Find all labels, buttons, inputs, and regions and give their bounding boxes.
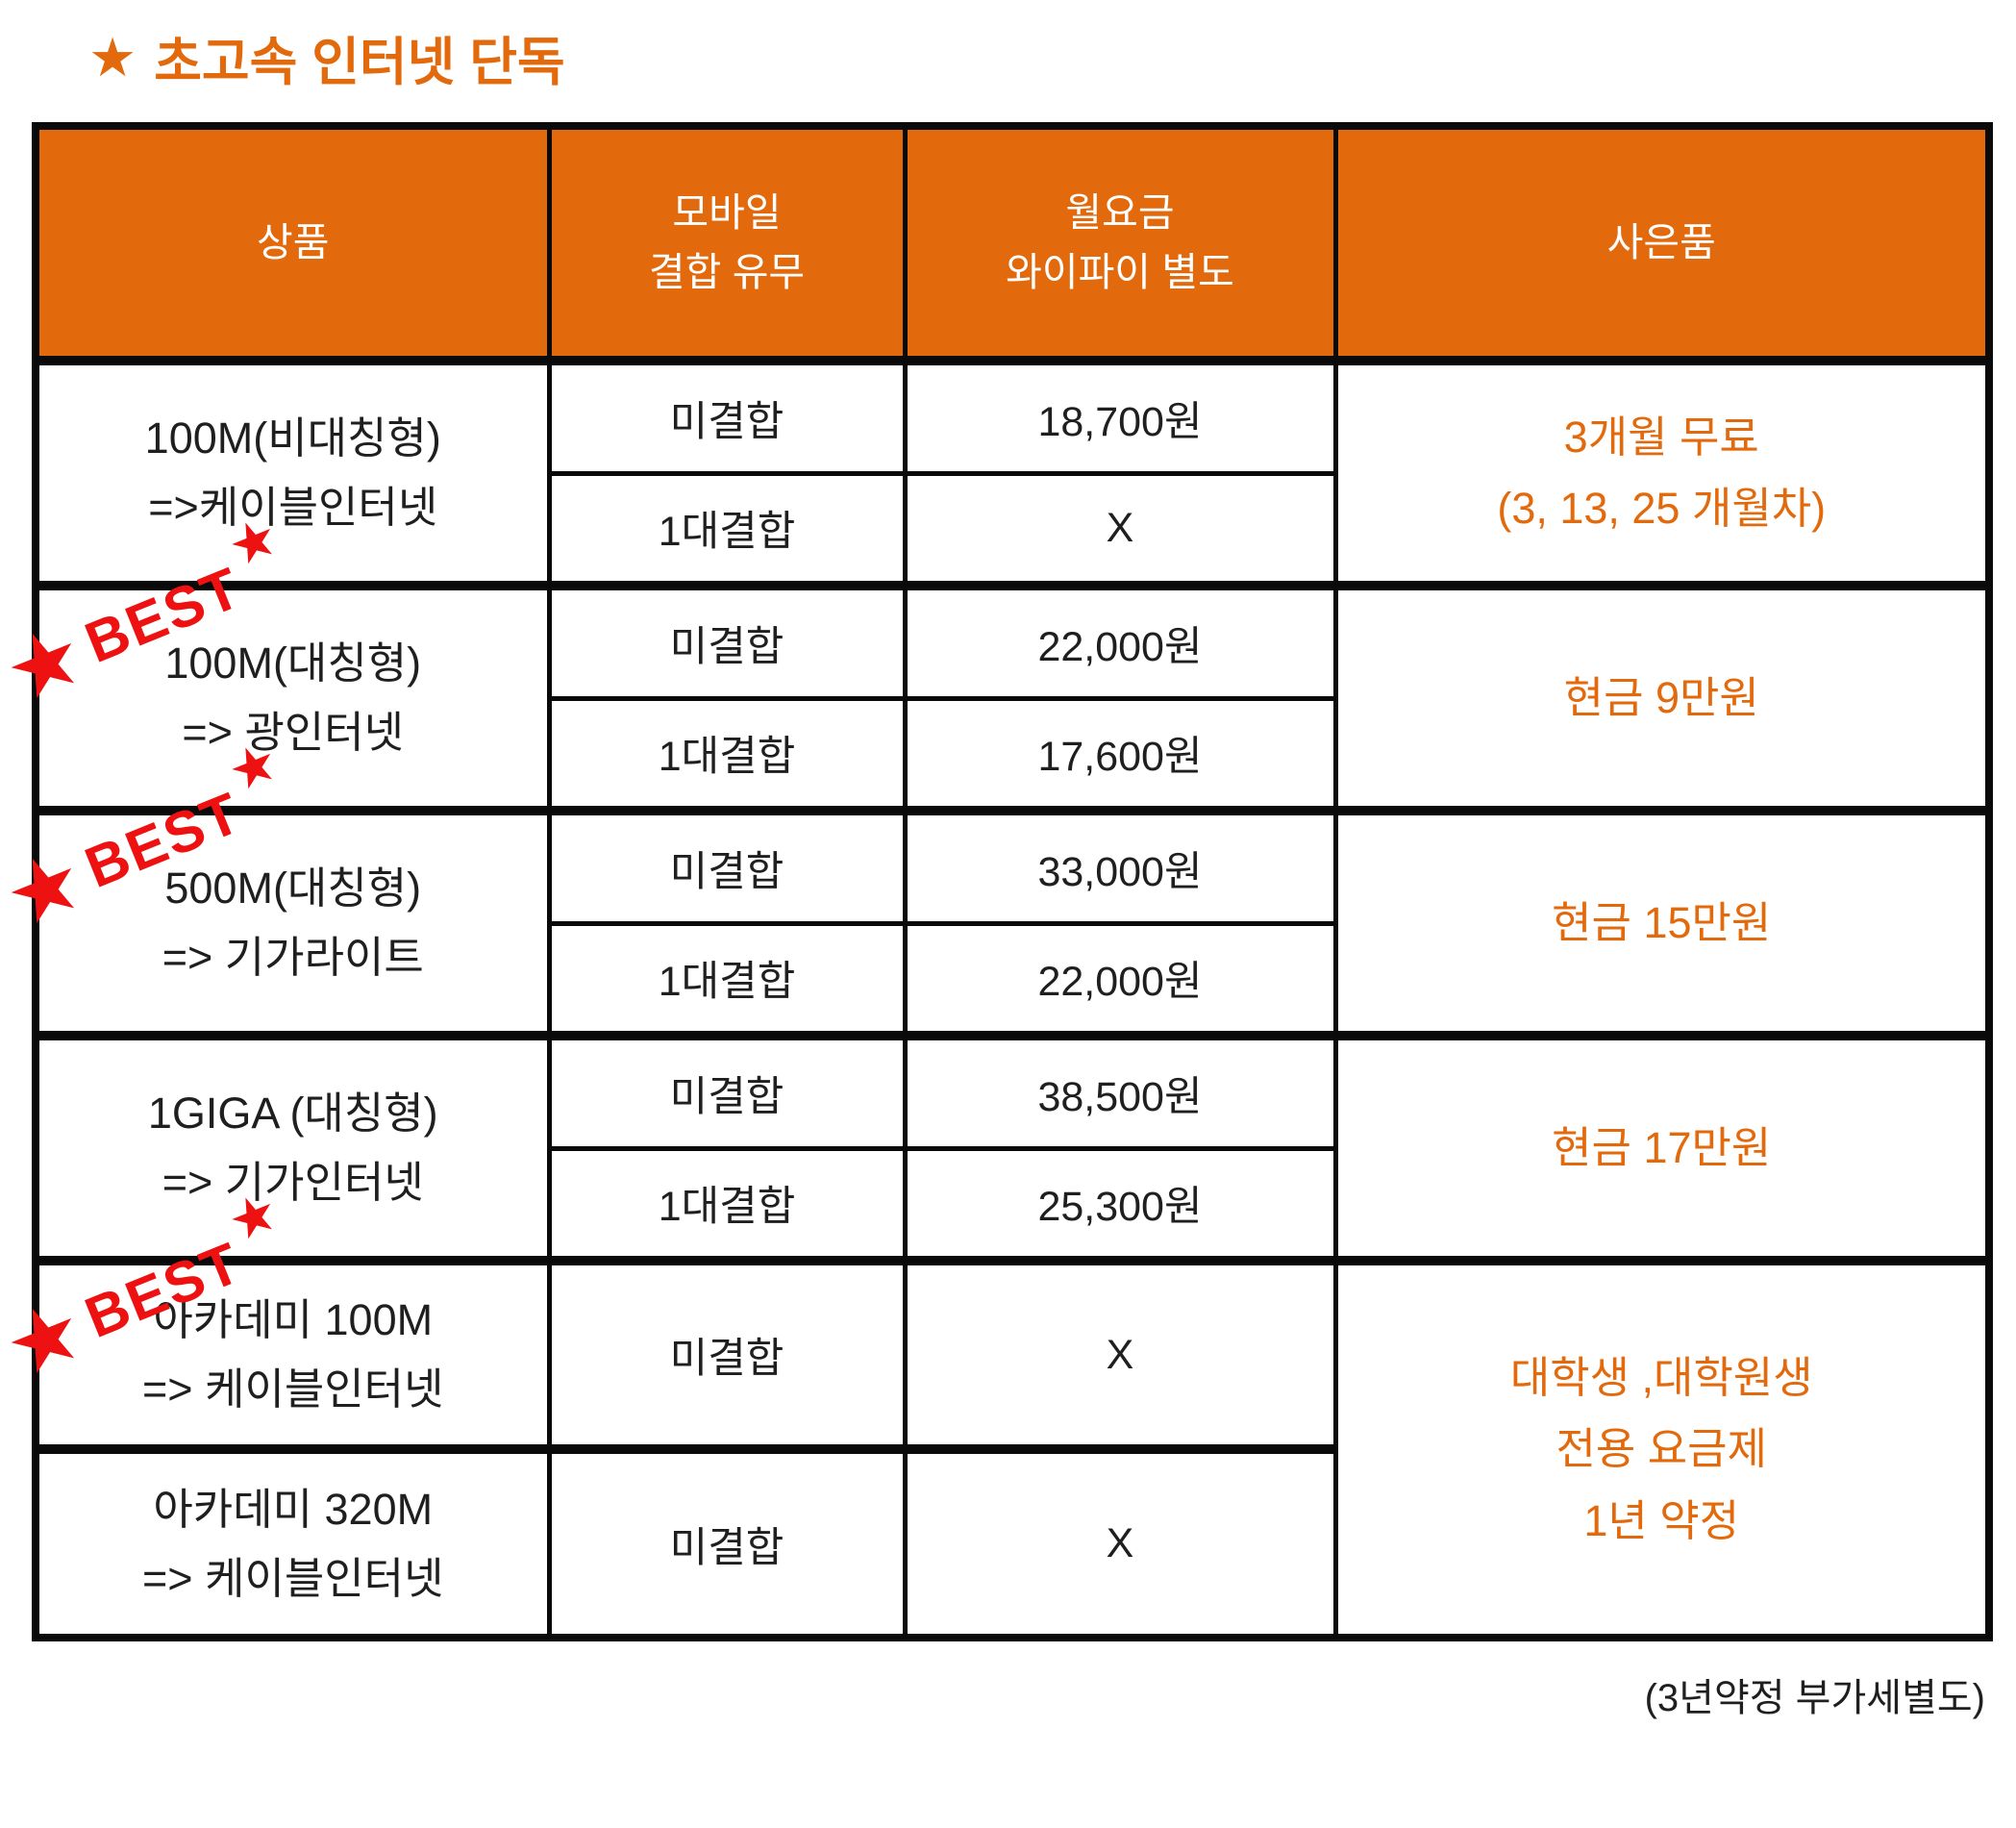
- table-row: 1대결합 25,300원: [36, 1145, 1989, 1264]
- mobile-bundle-cell: 미결합: [546, 1256, 908, 1452]
- product-cell: 100M(대칭형) => 광인터넷: [33, 581, 552, 814]
- table-row: 1대결합 X: [36, 470, 1989, 588]
- star-icon: ★: [88, 26, 137, 88]
- pricing-table-body: 100M(비대칭형) =>케이블인터넷 미결합 18,700원 3개월 무료 (3, …: [33, 358, 1992, 1640]
- mobile-bundle-cell: 미결합: [546, 1444, 908, 1640]
- monthly-fee-cell: 38,500원: [902, 1031, 1338, 1151]
- header-product: 상품: [33, 123, 552, 365]
- mobile-bundle-cell: 1대결합: [546, 470, 908, 588]
- footnote: (3년약정 부가세별도): [1644, 1677, 1985, 1719]
- monthly-fee-cell: 22,000원: [902, 581, 1338, 701]
- header-mobile-bundle: 모바일 결합 유무: [546, 123, 908, 365]
- mobile-bundle-cell: 미결합: [546, 806, 908, 926]
- page-title: ★ 초고속 인터넷 단독: [88, 19, 2016, 95]
- gift-cell: 현금 9만원: [1332, 581, 1992, 814]
- mobile-bundle-cell: 1대결합: [546, 920, 908, 1039]
- header-row: 상품 모바일 결합 유무 월요금 와이파이 별도 사은품: [33, 123, 1992, 365]
- product-cell: 100M(비대칭형) =>케이블인터넷: [33, 358, 552, 588]
- gift-cell: 현금 15만원: [1332, 806, 1992, 1039]
- product-cell: 1GIGA (대칭형) => 기가인터넷: [33, 1031, 552, 1264]
- table-row: 1대결합 22,000원: [36, 920, 1989, 1039]
- monthly-fee-cell: 25,300원: [902, 1145, 1338, 1264]
- monthly-fee-cell: X: [902, 470, 1338, 588]
- mobile-bundle-cell: 1대결합: [546, 695, 908, 814]
- product-cell: 아카데미 100M => 케이블인터넷: [33, 1256, 552, 1452]
- mobile-bundle-cell: 미결합: [546, 581, 908, 701]
- monthly-fee-cell: X: [902, 1444, 1338, 1640]
- mobile-bundle-cell: 미결합: [546, 358, 908, 476]
- header-monthly-fee: 월요금 와이파이 별도: [902, 123, 1338, 365]
- monthly-fee-cell: 22,000원: [902, 920, 1338, 1039]
- mobile-bundle-cell: 1대결합: [546, 1145, 908, 1264]
- pricing-table: 상품 모바일 결합 유무 월요금 와이파이 별도 사은품 100M(비대칭형) …: [32, 122, 1993, 1641]
- table-row: 아카데미 320M => 케이블인터넷 미결합 X: [33, 1444, 1989, 1640]
- table-row: 100M(대칭형) => 광인터넷 미결합 22,000원 현금 9만원: [33, 581, 1992, 814]
- product-cell: 500M(대칭형) => 기가라이트: [33, 806, 552, 1039]
- gift-cell: 대학생 ,대학원생 전용 요금제 1년 약정: [1332, 1256, 1992, 1640]
- monthly-fee-cell: 17,600원: [902, 695, 1338, 814]
- gift-cell: 현금 17만원: [1332, 1031, 1992, 1264]
- mobile-bundle-cell: 미결합: [546, 1031, 908, 1151]
- product-cell: 아카데미 320M => 케이블인터넷: [33, 1444, 552, 1640]
- pricing-table-wrapper: 상품 모바일 결합 유무 월요금 와이파이 별도 사은품 100M(비대칭형) …: [0, 122, 1993, 1641]
- table-row: 1대결합 17,600원: [36, 695, 1989, 814]
- header-gift: 사은품: [1332, 123, 1992, 365]
- table-row: 100M(비대칭형) =>케이블인터넷 미결합 18,700원 3개월 무료 (3, …: [33, 358, 1992, 588]
- monthly-fee-cell: X: [902, 1256, 1338, 1452]
- page-title-text: 초고속 인터넷 단독: [154, 34, 565, 91]
- table-row: 500M(대칭형) => 기가라이트 미결합 33,000원 현금 15만원: [33, 806, 1992, 1039]
- gift-cell: 3개월 무료 (3, 13, 25 개월차): [1332, 358, 1992, 588]
- table-row: 1GIGA (대칭형) => 기가인터넷 미결합 38,500원 현금 17만원: [33, 1031, 1992, 1264]
- monthly-fee-cell: 18,700원: [902, 358, 1338, 476]
- table-row: 아카데미 100M => 케이블인터넷 미결합 X 대학생 ,대학원생 전용 요금제 …: [33, 1256, 1992, 1640]
- monthly-fee-cell: 33,000원: [902, 806, 1338, 926]
